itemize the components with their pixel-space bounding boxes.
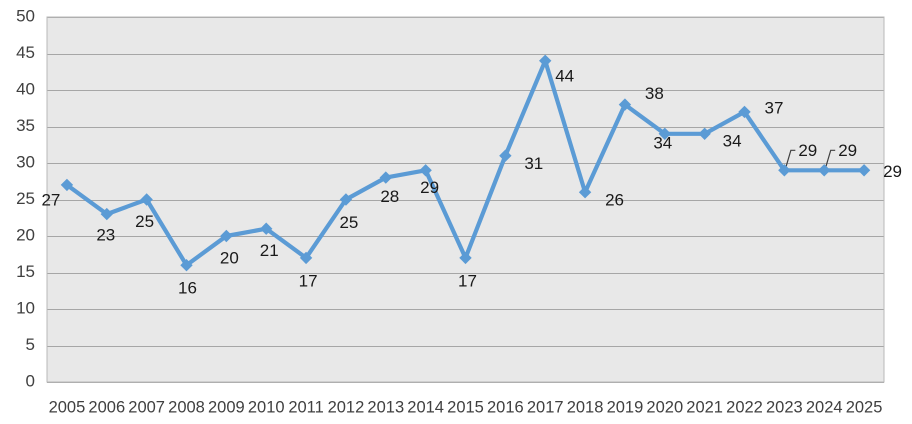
data-point-marker	[499, 149, 512, 162]
x-axis-tick-label: 2017	[527, 398, 564, 416]
y-axis-tick-label: 20	[16, 225, 35, 244]
data-point-label: 20	[220, 248, 239, 267]
data-point-label: 16	[178, 279, 197, 298]
data-point-label: 34	[653, 133, 672, 152]
data-point-label: 28	[380, 187, 399, 206]
data-point-label: 26	[605, 191, 624, 210]
data-point-labels: 27 23 25 16 20 21 17 25 28 29 17 31 44 26 38 34 34 37 29 29…	[41, 66, 902, 297]
data-point-label: 29	[798, 141, 817, 160]
data-point-marker	[180, 259, 193, 272]
x-axis-tick-label: 2009	[208, 398, 245, 416]
y-axis-tick-label: 50	[16, 6, 35, 25]
x-axis-tick-label: 2011	[288, 398, 323, 416]
data-point-marker	[618, 98, 632, 111]
x-axis-tick-labels: 2005 2006 2007 2008 2009 2010 2011 2012 2013 2014…	[49, 398, 883, 416]
data-point-label: 37	[765, 98, 784, 117]
y-axis-tick-label: 5	[26, 335, 35, 354]
data-point-label: 38	[645, 84, 664, 103]
data-point-label: 29	[420, 178, 439, 197]
y-axis-tick-label: 35	[16, 116, 35, 135]
data-label-leader-lines	[785, 149, 836, 168]
data-point-marker	[60, 178, 74, 192]
data-point-label: 29	[838, 141, 857, 160]
plot-area-border	[46, 16, 885, 383]
data-label-leader-line	[825, 149, 836, 168]
y-axis-tick-label: 10	[16, 298, 35, 317]
data-point-marker	[578, 186, 592, 199]
x-axis-tick-label: 2014	[407, 398, 444, 416]
x-axis-tick-label: 2023	[766, 398, 803, 416]
data-point-label: 23	[96, 226, 115, 245]
data-label-leader-line	[785, 149, 796, 168]
x-axis-tick-label: 2021	[686, 398, 723, 416]
x-axis-tick-label: 2006	[88, 398, 125, 416]
data-point-marker	[100, 207, 113, 221]
x-axis-tick-label: 2020	[646, 398, 683, 416]
x-axis-tick-label: 2016	[487, 398, 524, 416]
x-axis-tick-label: 2019	[607, 398, 644, 416]
data-point-marker	[140, 193, 153, 206]
data-point-marker	[260, 222, 273, 235]
data-point-marker	[658, 127, 671, 140]
data-point-marker	[778, 164, 791, 177]
y-axis-tick-label: 15	[16, 262, 35, 281]
x-axis-tick-label: 2024	[806, 398, 843, 416]
x-axis-tick-label: 2007	[128, 398, 165, 416]
y-axis-tick-label: 0	[26, 371, 35, 390]
y-axis-tick-label: 45	[16, 43, 35, 62]
data-point-label: 21	[260, 241, 279, 260]
plot-area-background	[47, 17, 884, 382]
data-point-label: 17	[299, 271, 318, 290]
x-axis-tick-label: 2015	[447, 398, 484, 416]
data-point-label: 17	[458, 271, 477, 290]
data-point-marker	[459, 251, 472, 265]
x-axis-tick-label: 2025	[846, 398, 883, 416]
data-point-label: 29	[883, 162, 902, 181]
data-point-marker	[818, 164, 831, 177]
data-point-label: 34	[723, 131, 742, 150]
x-axis-tick-label: 2022	[726, 398, 763, 416]
data-point-marker	[299, 251, 313, 265]
data-point-marker	[220, 229, 233, 243]
data-point-marker	[379, 171, 392, 184]
data-point-marker	[539, 54, 552, 67]
data-point-label: 27	[41, 190, 60, 209]
x-axis-tick-label: 2012	[328, 398, 365, 416]
x-axis-tick-label: 2010	[248, 398, 285, 416]
y-axis-tick-label: 30	[16, 152, 35, 171]
data-point-marker	[698, 127, 711, 140]
data-point-label: 31	[524, 154, 543, 173]
data-point-label: 25	[339, 213, 358, 232]
y-axis-tick-label: 40	[16, 79, 35, 98]
data-point-label: 44	[555, 66, 574, 85]
data-point-marker	[738, 105, 751, 119]
y-axis-tick-label: 25	[16, 189, 35, 208]
data-point-marker	[857, 164, 871, 177]
data-point-marker	[419, 164, 432, 177]
data-point-label: 25	[135, 212, 154, 231]
y-axis-tick-labels: 0 5 10 15 20 25 30 35 40 45 50	[16, 6, 35, 390]
x-axis-tick-label: 2005	[49, 398, 86, 416]
x-axis-tick-label: 2008	[168, 398, 205, 416]
data-point-marker	[339, 193, 353, 206]
data-point-markers	[60, 54, 871, 272]
x-axis-tick-label: 2013	[367, 398, 404, 416]
x-axis-tick-label: 2018	[567, 398, 604, 416]
